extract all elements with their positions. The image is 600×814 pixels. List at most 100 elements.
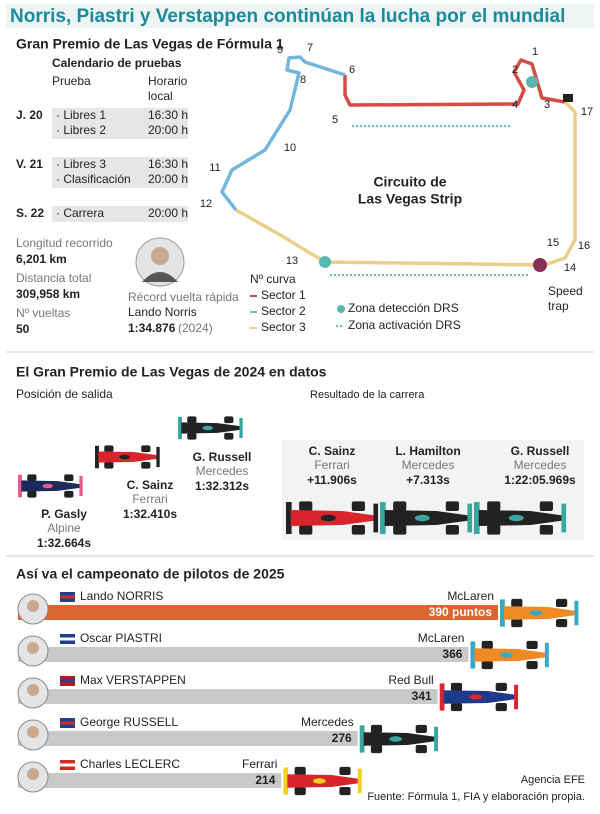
car-wheel — [104, 445, 114, 453]
car-rear-wing — [500, 599, 505, 627]
points-bar — [18, 647, 469, 662]
driver-name: Charles LECLERC — [80, 757, 180, 771]
legend-sector: Sector 2 — [261, 304, 306, 318]
result-time: +11.906s — [307, 473, 357, 487]
result-team: Mercedes — [402, 458, 455, 472]
car-rear-wing — [380, 502, 386, 534]
legend-drs-dot — [337, 305, 345, 313]
car — [359, 724, 439, 754]
grid-driver: P. Gasly — [41, 507, 87, 521]
car-front-wing — [357, 768, 362, 794]
legend-turns: Nº curva — [250, 272, 296, 286]
car-rear-wing — [439, 683, 445, 711]
car-wheel — [526, 640, 538, 650]
stat-value: 309,958 km — [16, 287, 80, 301]
grid-team: Mercedes — [196, 464, 249, 478]
car — [474, 501, 567, 535]
turn-number: 14 — [564, 262, 576, 274]
car-wheel — [511, 618, 523, 628]
day: S. 22 — [16, 206, 44, 220]
result-time: 1:22:05.969s — [504, 473, 576, 487]
points-label: 214 — [255, 773, 275, 787]
car-wheel — [351, 501, 365, 511]
col-session: Prueba — [52, 74, 91, 88]
car-wheel — [339, 786, 351, 796]
speed-trap-label: trap — [548, 299, 569, 313]
car-wheel — [481, 640, 493, 650]
avatar-body — [142, 272, 178, 282]
turn-number: 17 — [581, 106, 593, 118]
session: · Carrera — [56, 206, 104, 220]
driver-name: Max VERSTAPPEN — [80, 673, 186, 687]
car-cockpit — [312, 778, 326, 784]
team-label: Mercedes — [301, 715, 354, 729]
drs-detection — [526, 76, 538, 88]
flag-stripe — [60, 763, 75, 767]
event-heading: Gran Premio de Las Vegas de Fórmula 1 — [16, 36, 284, 52]
car-rear-wing — [18, 474, 22, 498]
legend-sector: Sector 3 — [261, 320, 306, 334]
points-bar — [18, 731, 358, 746]
car-wheel — [104, 461, 114, 469]
points-label: 341 — [412, 689, 432, 703]
team-label: Red Bull — [388, 673, 433, 687]
car-wheel — [539, 525, 553, 535]
flag-stripe — [60, 637, 75, 641]
car-front-wing — [561, 503, 567, 533]
car — [500, 598, 579, 628]
car-front-wing — [544, 642, 549, 668]
avatar-face — [27, 600, 39, 612]
points-bar — [18, 605, 498, 620]
turn-number: 13 — [286, 255, 298, 267]
car — [283, 766, 362, 796]
car-wheel — [187, 416, 197, 424]
record-driver: Lando Norris — [128, 305, 197, 319]
result-driver: G. Russell — [511, 444, 570, 458]
speed-trap-label: Speed — [548, 284, 583, 298]
grid-time: 1:32.410s — [123, 507, 177, 521]
car-wheel — [351, 525, 365, 535]
car-front-wing — [514, 684, 519, 710]
result-team: Mercedes — [514, 458, 567, 472]
car-front-wing — [434, 726, 439, 752]
turn-number: 9 — [277, 44, 283, 56]
finish-flag — [563, 94, 573, 102]
car-wheel — [487, 501, 501, 511]
grid-driver: C. Sainz — [127, 478, 174, 492]
car-wheel — [393, 501, 407, 511]
car-wheel — [141, 445, 151, 453]
car — [95, 445, 160, 469]
calendar-box — [52, 206, 188, 222]
result-team: Ferrari — [314, 458, 349, 472]
points-label: 366 — [442, 647, 462, 661]
day: V. 21 — [16, 157, 43, 171]
car-cockpit — [42, 483, 53, 489]
car-cockpit — [469, 694, 483, 700]
flag-stripe — [60, 595, 75, 599]
stat-value: 50 — [16, 322, 30, 336]
car-rear-wing — [95, 445, 99, 469]
turn-number: 12 — [200, 198, 212, 210]
car-wheel — [339, 766, 351, 776]
sector-3 — [235, 100, 577, 267]
race-heading: El Gran Premio de Las Vegas de 2024 en d… — [16, 364, 327, 380]
turn-number: 10 — [284, 142, 296, 154]
car-wheel — [445, 501, 459, 511]
standings-heading: Así va el campeonato de pilotos de 2025 — [16, 566, 285, 582]
session: · Libres 1 — [56, 108, 106, 122]
legend-drs: Zona detección DRS — [348, 301, 459, 315]
turn-number: 16 — [578, 240, 590, 252]
session-time: 20:00 h — [148, 172, 188, 186]
day: J. 20 — [16, 108, 43, 122]
car-cockpit — [508, 514, 524, 522]
result-driver: C. Sainz — [309, 444, 356, 458]
turn-number: 8 — [300, 74, 306, 86]
avatar-face — [151, 247, 169, 265]
car-wheel — [224, 432, 234, 440]
avatar-face — [27, 642, 39, 654]
car-wheel — [450, 702, 463, 712]
footer-source: Fuente: Fórmula 1, FIA y elaboración pro… — [367, 791, 585, 803]
car-wheel — [511, 598, 523, 608]
